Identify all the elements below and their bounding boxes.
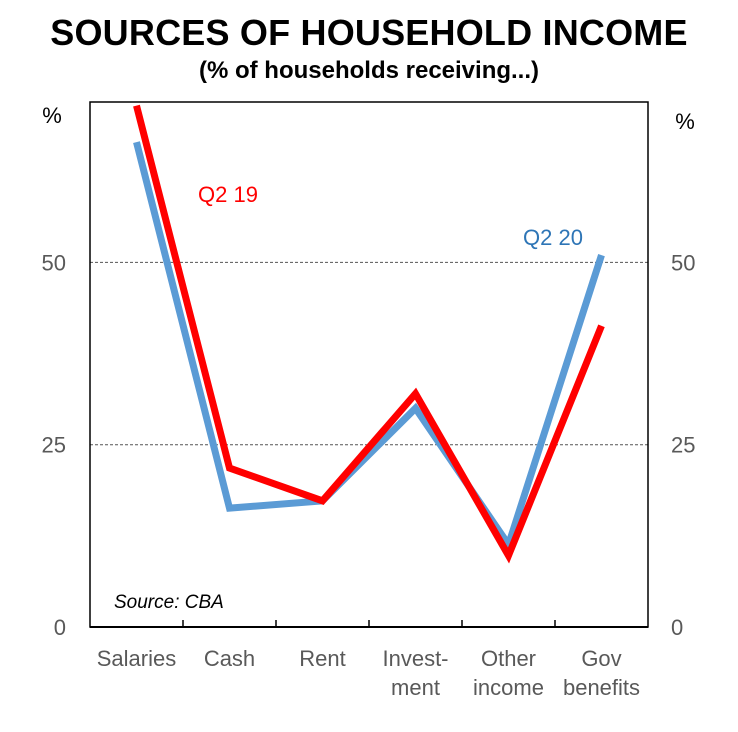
x-tick-label-1: Salaries: [97, 646, 176, 671]
x-tick-label-3: Rent: [299, 646, 345, 671]
x-tick-label-6-line1: Gov: [581, 646, 621, 671]
x-tick-label-5-line1: Other: [481, 646, 536, 671]
data-point-q2-19-2: [229, 468, 230, 469]
y-tick-label-right: 50: [671, 250, 695, 275]
y-tick-label-left: 25: [42, 433, 66, 458]
y-axis-unit-left: %: [42, 103, 62, 128]
data-point-q2-19-3: [322, 500, 323, 501]
data-point-q2-20-6: [601, 255, 602, 256]
y-tick-label-left: 50: [42, 250, 66, 275]
x-tick-label-5-line2: income: [473, 675, 544, 700]
data-point-q2-20-5: [508, 544, 509, 545]
source-note: Source: CBA: [114, 592, 224, 613]
data-point-q2-19-4: [415, 393, 416, 394]
annotation-q2-19: Q2 19: [198, 182, 258, 207]
series-line-q2-20: [133, 141, 605, 553]
data-point-q2-19-1: [136, 105, 137, 106]
y-tick-label-right: 0: [671, 615, 683, 640]
x-tick-label-2: Cash: [204, 646, 255, 671]
data-point-q2-20-4: [415, 408, 416, 409]
chart-subtitle: (% of households receiving...): [198, 57, 540, 84]
data-point-q2-20-2: [229, 508, 230, 509]
y-tick-label-right: 25: [671, 433, 695, 458]
series-line-q2-19: [133, 104, 605, 564]
data-point-q2-19-5: [508, 555, 509, 556]
chart-title: SOURCES OF HOUSEHOLD INCOME: [50, 12, 688, 53]
y-axis-unit-right: %: [675, 109, 695, 134]
x-tick-label-4-line1: Invest-: [382, 646, 448, 671]
y-tick-label-left: 0: [54, 615, 66, 640]
annotation-q2-20: Q2 20: [523, 225, 583, 250]
data-point-q2-20-1: [136, 142, 137, 143]
x-tick-label-6-line2: benefits: [563, 675, 640, 700]
x-tick-label-4-line2: ment: [391, 675, 440, 700]
data-point-q2-19-6: [601, 325, 602, 326]
